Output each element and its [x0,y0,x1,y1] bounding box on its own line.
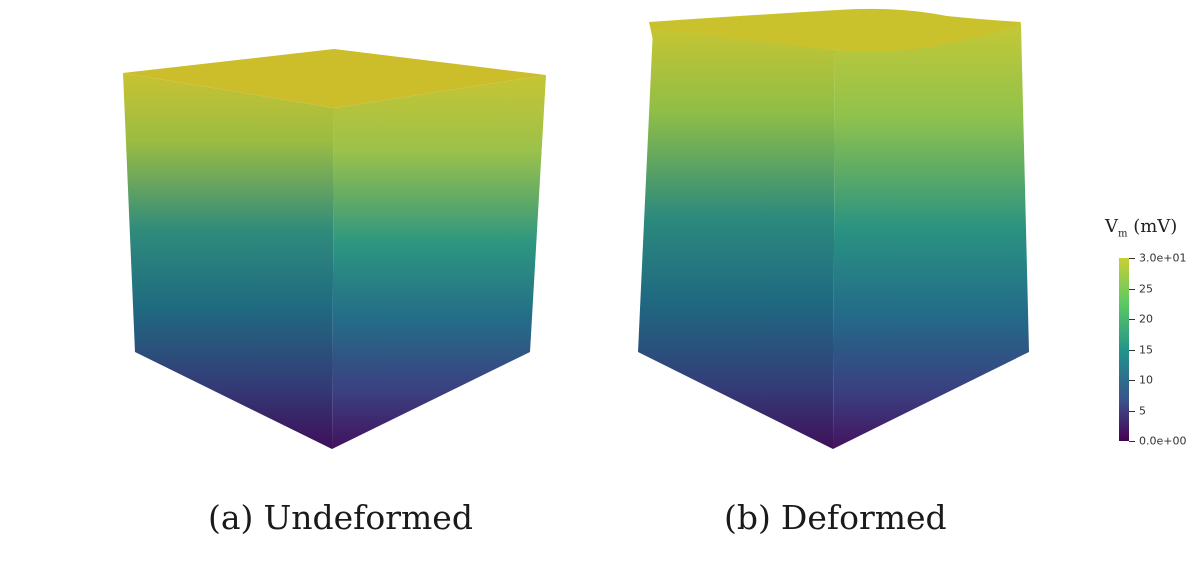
colorbar-tick-label: 0.0e+00 [1139,434,1187,448]
colorbar-tick-label: 20 [1139,312,1153,326]
colorbar-title-symbol: V [1105,216,1118,237]
colorbar-tick [1129,441,1135,442]
colorbar-gradient [1119,258,1129,441]
colorbar-legend: Vm (mV) 3.0e+01 25 20 15 10 5 0.0e+00 [1100,216,1197,456]
colorbar-title-subscript: m [1118,228,1128,240]
undeformed-cube [123,49,546,449]
colorbar-tick [1129,349,1135,351]
deformed-cube [638,8,1029,449]
caption-undeformed: (a) Undeformed [208,498,473,537]
cube-left-face [123,73,334,449]
colorbar-tick-label: 10 [1139,373,1153,387]
deformed-left-face [638,28,835,449]
colorbar-tick-label: 25 [1139,282,1153,295]
cube-right-face [332,75,546,449]
caption-label-a: Undeformed [263,498,473,537]
cube-top-face [123,49,546,108]
colorbar-tick [1129,319,1135,320]
colorbar-tick-label: 5 [1139,404,1146,417]
colorbar-tick [1129,380,1135,381]
caption-tag-b: (b) [724,498,771,537]
colorbar-tick [1129,288,1135,290]
colorbar-tick [1129,258,1135,259]
caption-label-b: Deformed [780,498,947,537]
colorbar-title-unit: (mV) [1133,216,1178,237]
colorbar-tick [1129,410,1135,412]
deformed-right-face [833,24,1029,449]
colorbar-title: Vm (mV) [1105,216,1177,240]
colorbar-tick-label: 15 [1139,343,1153,356]
caption-tag-a: (a) [208,498,254,537]
colorbar-tick-label: 3.0e+01 [1139,251,1187,265]
caption-deformed: (b) Deformed [724,498,947,537]
